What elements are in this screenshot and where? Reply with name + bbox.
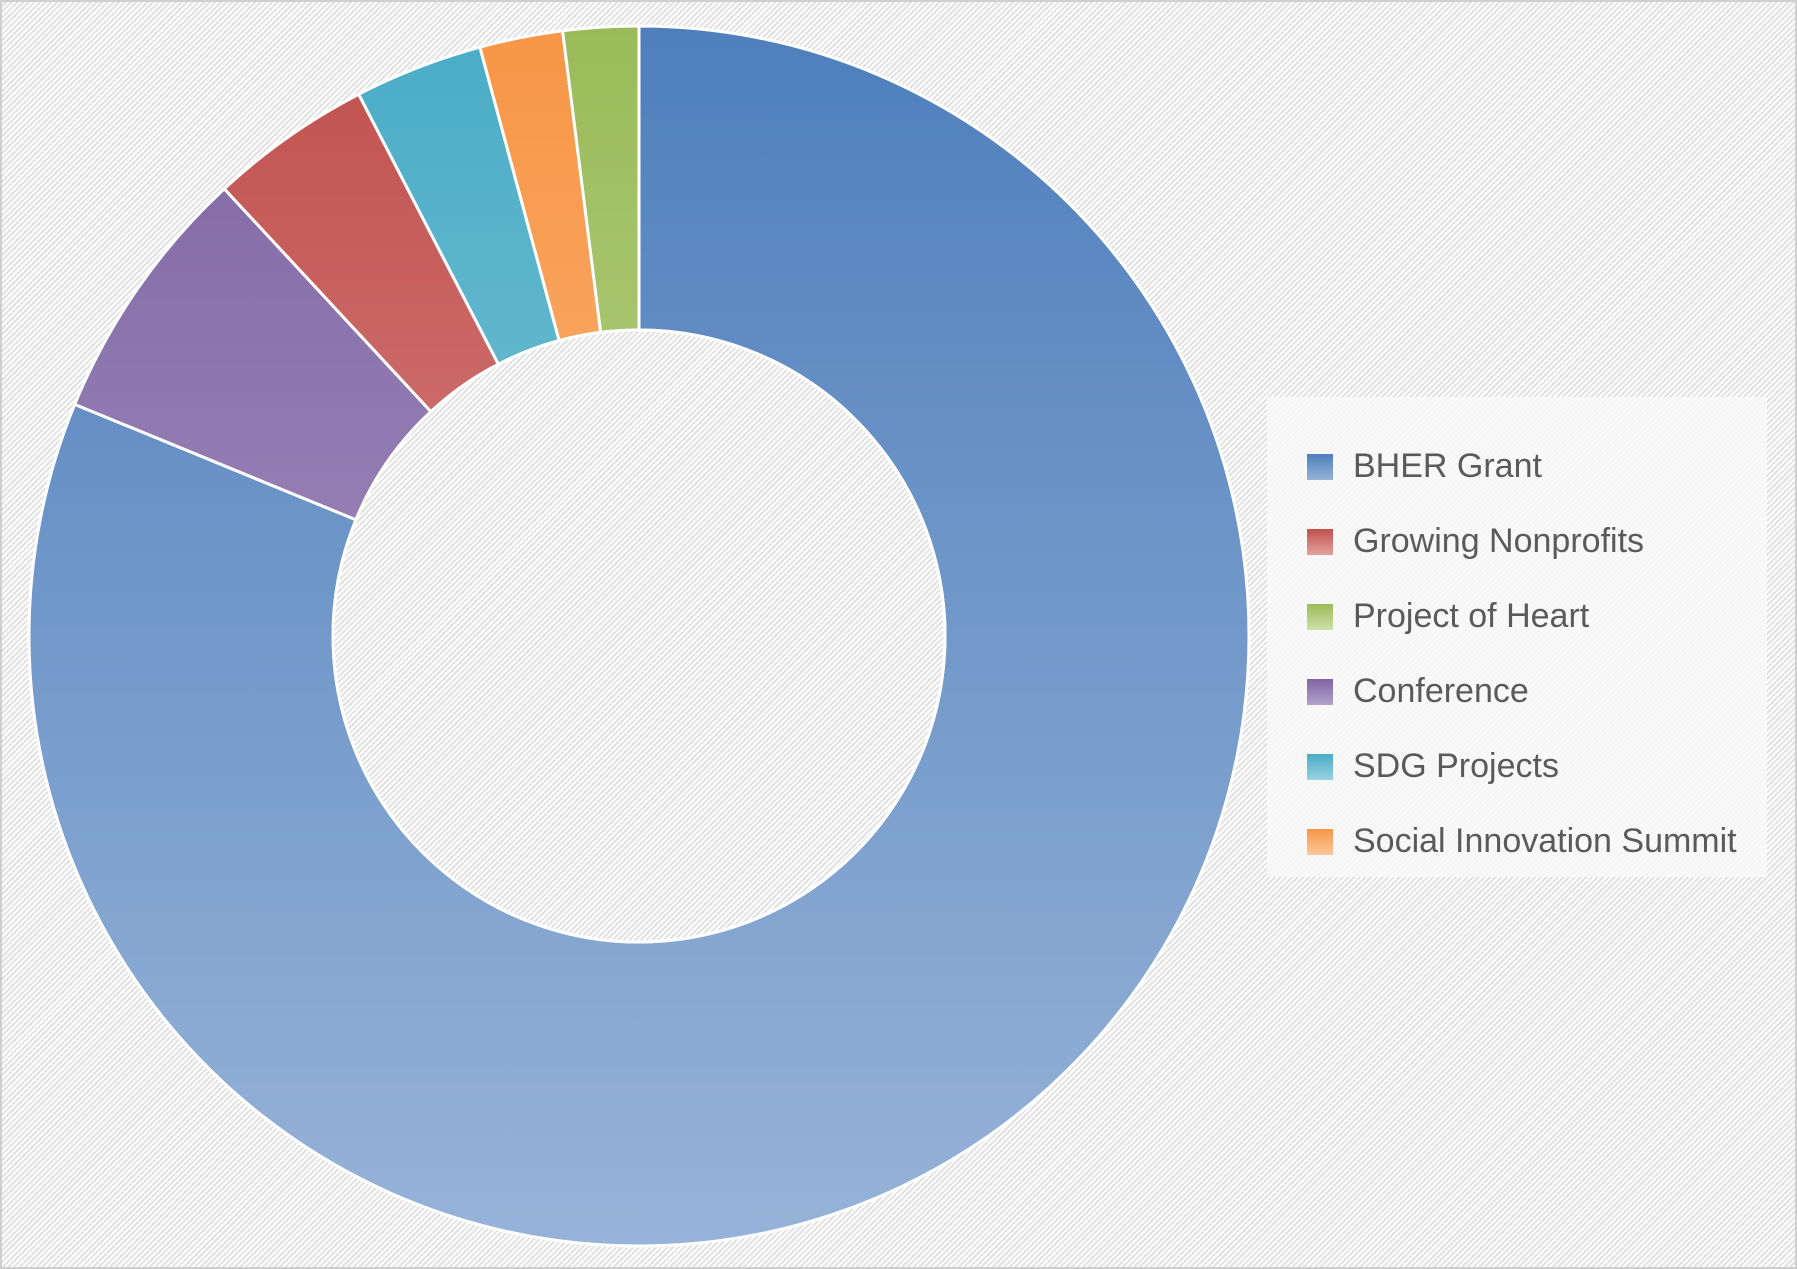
legend-label-sdg-projects: SDG Projects bbox=[1353, 747, 1559, 785]
legend-label-bher-grant: BHER Grant bbox=[1353, 447, 1542, 485]
slices-group bbox=[27, 24, 1251, 1248]
legend-swatch-project-of-heart bbox=[1307, 603, 1333, 630]
legend-swatch-conference bbox=[1307, 678, 1333, 705]
legend-item-bher-grant: BHER Grant bbox=[1307, 429, 1767, 504]
legend-item-project-of-heart: Project of Heart bbox=[1307, 579, 1767, 654]
legend-swatch-growing-nonprofits bbox=[1307, 528, 1333, 555]
legend-label-growing-nonprofits: Growing Nonprofits bbox=[1353, 522, 1645, 560]
legend-label-project-of-heart: Project of Heart bbox=[1353, 597, 1590, 635]
legend-item-social-innovation-summit: Social Innovation Summit bbox=[1307, 804, 1767, 879]
legend: BHER Grant Growing Nonprofits Project of… bbox=[1267, 397, 1767, 877]
legend-swatch-social-innovation-summit bbox=[1307, 828, 1333, 855]
legend-label-social-innovation-summit: Social Innovation Summit bbox=[1353, 822, 1737, 860]
legend-swatch-bher-grant bbox=[1307, 453, 1333, 480]
legend-swatch-sdg-projects bbox=[1307, 753, 1333, 780]
legend-item-growing-nonprofits: Growing Nonprofits bbox=[1307, 504, 1767, 579]
donut-hole-edge bbox=[331, 328, 947, 944]
legend-item-sdg-projects: SDG Projects bbox=[1307, 729, 1767, 804]
legend-item-conference: Conference bbox=[1307, 654, 1767, 729]
legend-label-conference: Conference bbox=[1353, 672, 1529, 710]
